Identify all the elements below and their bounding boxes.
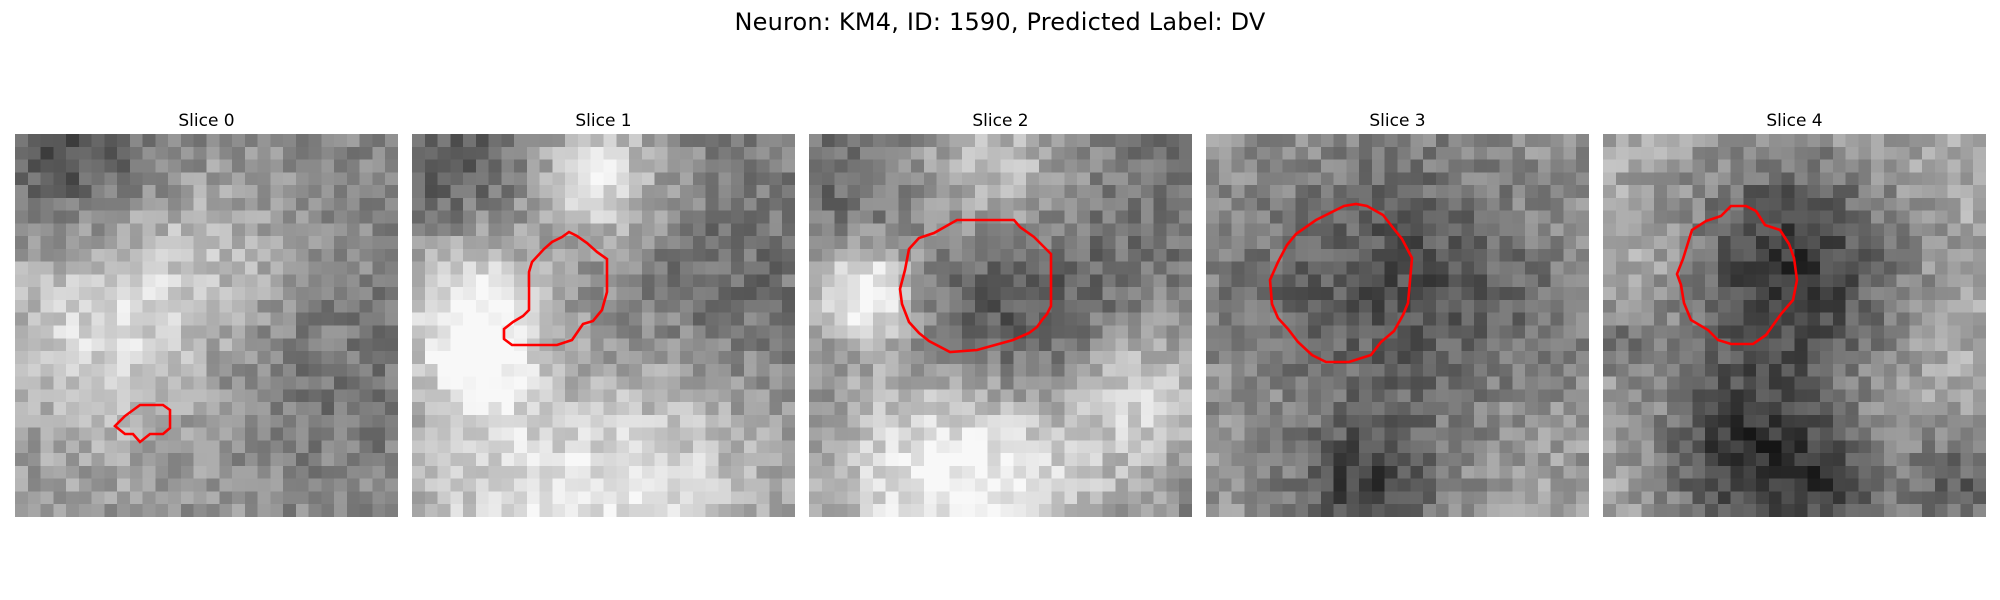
slice-panel-4: Slice 4 <box>1603 108 1986 517</box>
neuron-contour <box>113 403 172 444</box>
figure-title: Neuron: KM4, ID: 1590, Predicted Label: … <box>734 8 1266 36</box>
slice-panel-3: Slice 3 <box>1206 108 1589 517</box>
slice-panel-0: Slice 0 <box>15 108 398 517</box>
contour-outline <box>898 218 1053 354</box>
grayscale-patch <box>1603 134 1986 517</box>
contour-outline <box>502 230 609 347</box>
contour-outline <box>1268 202 1414 364</box>
slice-panel-1: Slice 1 <box>412 108 795 517</box>
neuron-contour <box>1675 204 1799 346</box>
neuron-contour <box>898 218 1053 354</box>
neuron-contour <box>502 230 609 347</box>
grayscale-patch <box>412 134 795 517</box>
grayscale-patch <box>15 134 398 517</box>
contour-outline <box>1675 204 1799 346</box>
neuron-contour <box>1268 202 1414 364</box>
slice-image <box>1206 134 1589 517</box>
grayscale-patch <box>809 134 1192 517</box>
contour-outline <box>113 403 172 444</box>
slice-title: Slice 2 <box>972 111 1029 131</box>
slice-image <box>809 134 1192 517</box>
slice-image <box>1603 134 1986 517</box>
slice-image <box>412 134 795 517</box>
slice-title: Slice 4 <box>1766 111 1823 131</box>
slice-image <box>15 134 398 517</box>
slice-title: Slice 0 <box>178 111 235 131</box>
slice-panel-2: Slice 2 <box>809 108 1192 517</box>
slice-title: Slice 1 <box>575 111 632 131</box>
slice-title: Slice 3 <box>1369 111 1426 131</box>
